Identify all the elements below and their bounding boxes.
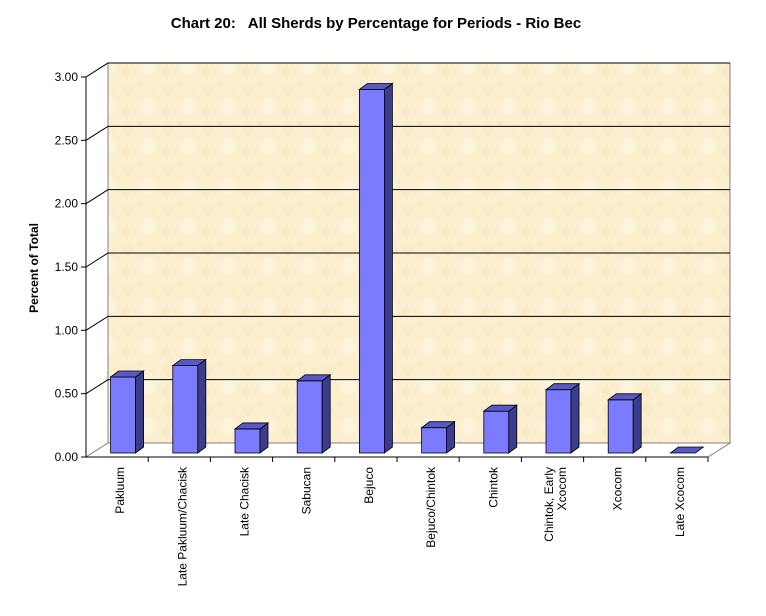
- bar: [296, 373, 332, 454]
- y-tick-label: 3.00: [55, 70, 79, 84]
- bar-side: [197, 358, 207, 454]
- gridline: [85, 62, 730, 78]
- bar-top: [482, 404, 518, 412]
- bar: [544, 382, 581, 454]
- bars: [109, 82, 705, 454]
- y-tick-label: 2.50: [55, 133, 79, 147]
- bar-top: [296, 374, 332, 382]
- bar-side: [135, 370, 145, 454]
- bar: [607, 392, 643, 454]
- bar-front: [483, 410, 510, 454]
- bar: [669, 446, 705, 454]
- bar-front: [110, 376, 136, 454]
- bar: [171, 358, 208, 454]
- category-label: Bejuco: [362, 467, 376, 504]
- bar-top: [233, 422, 270, 430]
- bar: [420, 420, 456, 454]
- y-tick-label: 1.50: [55, 260, 79, 274]
- bar-front: [234, 428, 261, 454]
- y-tick-label: 0.00: [55, 450, 79, 464]
- bar-side: [570, 382, 580, 454]
- gridlines: [85, 62, 730, 395]
- gridline: [85, 315, 730, 331]
- gridline: [85, 189, 730, 205]
- bar-front: [545, 389, 572, 454]
- y-tick-label: 1.00: [55, 323, 79, 337]
- category-label: Chintok, EarlyXcocom: [542, 467, 569, 542]
- bar-front: [607, 399, 634, 454]
- gridline: [85, 379, 730, 395]
- bar-top: [669, 446, 705, 454]
- bar-side: [383, 82, 393, 454]
- category-label: Late Chacisk: [238, 466, 252, 536]
- category-label: Late Xcocom: [673, 467, 687, 537]
- x-axis-labels: Pakluum Late Pakluum/Chacisk Late Chacisk S…: [113, 457, 709, 586]
- category-label: Bejuco/Chintok: [424, 466, 438, 548]
- bar-top: [607, 393, 643, 401]
- bar-top: [358, 83, 394, 90]
- bar-side: [632, 392, 642, 454]
- bar-top: [171, 359, 208, 367]
- bar-top: [420, 421, 456, 429]
- bar: [109, 370, 145, 454]
- category-label: Xcocom: [611, 467, 625, 510]
- chart-title: Chart 20: All Sherds by Percentage for P…: [171, 15, 581, 32]
- category-label: Sabucan: [300, 467, 314, 514]
- bar-front: [296, 380, 323, 454]
- category-label: Pakluum: [113, 467, 127, 514]
- y-axis-ticks: 0.00 0.50 1.00 1.50 2.00 2.50 3.00: [55, 70, 86, 464]
- bar-side: [321, 373, 331, 454]
- bar-top: [544, 383, 581, 391]
- bar-front: [358, 89, 385, 454]
- bar: [358, 82, 394, 454]
- gridline: [85, 252, 730, 268]
- y-axis-label: Percent of Total: [27, 223, 41, 313]
- bar: [233, 422, 270, 454]
- bar-front: [172, 365, 199, 454]
- y-tick-label: 2.00: [55, 197, 79, 211]
- y-tick-label: 0.50: [55, 387, 79, 401]
- category-label: Late Pakluum/Chacisk: [175, 466, 189, 586]
- gridline: [85, 125, 730, 141]
- bar-side: [508, 404, 518, 454]
- category-label: Chintok: [486, 466, 500, 508]
- bar: [482, 404, 518, 454]
- bar-front: [421, 427, 448, 454]
- bar-top: [109, 370, 145, 378]
